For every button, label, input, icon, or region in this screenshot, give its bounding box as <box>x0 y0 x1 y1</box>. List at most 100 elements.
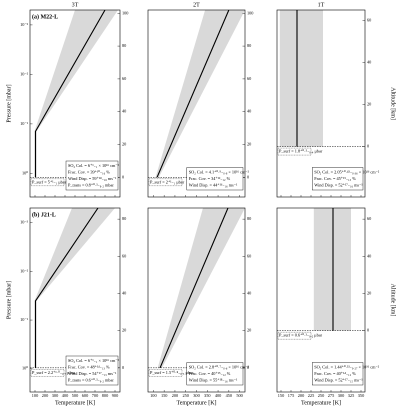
surface-label-box <box>30 178 65 186</box>
y-tick-label: 10⁻³ <box>20 220 29 225</box>
annotation: Wind Disp. = 54⁺¹⁷₋₁₅ ms⁻¹ <box>68 371 117 376</box>
y2-tick-label: 100 <box>122 10 128 15</box>
plot-area <box>30 10 120 178</box>
x-tick-label: 500 <box>72 393 78 398</box>
surface-label: P_surf = 1.5⁺⁰·⁸₋₀.₅ μbar <box>150 370 194 375</box>
x-tick-label: 300 <box>193 393 199 398</box>
annotation: SO₂ Col. = 4.1⁺⁰·⁹₋₀.₈ × 10¹⁶ cm⁻² <box>189 169 250 174</box>
y-tick-label: 10⁻¹ <box>20 317 29 322</box>
y2-axis-label: Altitude [km] <box>390 284 396 317</box>
y2-tick-label: 40 <box>367 253 371 258</box>
annotation: Wind Disp. = 52⁺¹⁷₋₁₆ ms⁻¹ <box>314 182 363 187</box>
annotation-box <box>186 167 244 191</box>
panel: 0 20 40 60 Altitude [km] 1T SO₂ Col. = 2.05⁺⁰·… <box>276 2 396 198</box>
x-tick-label: 500 <box>236 393 242 398</box>
panel: 0 20 40 60 80 100 2T SO₂ Col. = 4.1⁺⁰·⁹₋₀.₈ × 1… <box>147 2 253 198</box>
x-tick-label: 150 <box>161 393 167 398</box>
plot-area <box>148 10 245 178</box>
surface-label: P_surf = 2.2⁺¹·⁰₋₀.₇ μbar <box>32 370 76 375</box>
y2-tick-label: 20 <box>247 328 251 333</box>
y-axis-label: Pressure [mbar] <box>6 84 12 122</box>
y2-tick-label: 0 <box>122 365 124 370</box>
annotation: Wind Disp. = 52⁺¹⁷₋₁₅ ms⁻¹ <box>314 377 363 382</box>
y2-tick-label: 0 <box>367 144 369 149</box>
x-tick-label: 400 <box>215 393 221 398</box>
plot-area <box>277 10 365 147</box>
x-tick-label: 100 <box>32 393 38 398</box>
uncertainty-band <box>34 208 115 368</box>
y2-tick-label: 20 <box>367 290 371 295</box>
x-tick-label: 400 <box>62 393 68 398</box>
y2-tick-label: 20 <box>247 141 251 146</box>
surface-label: P_surf = 5⁺¹₋₁ μbar <box>32 179 67 184</box>
x-tick-label: 275 <box>328 393 334 398</box>
panel: 10⁻³ 10⁻² 10⁻¹ 10⁰ Pressure [mbar] 0 20 40 60 80 1… <box>6 2 128 198</box>
surface-label: P_surf = 1.8⁺⁰·⁵₋₀.₄ μbar <box>279 149 323 154</box>
x-tick-label: 200 <box>298 393 304 398</box>
x-axis-label: Temperature [K] <box>176 400 216 406</box>
x-tick-label: 300 <box>338 393 344 398</box>
annotation: SO₂ Col. = 1.44⁺⁰·³³₋₀.₂₇ × 10¹⁶ cm⁻² <box>314 364 380 369</box>
annotation: Wind Disp. = 55⁺¹⁸₋₁₆ ms⁻¹ <box>189 377 238 382</box>
column-title: 2T <box>193 2 200 8</box>
annotation: Frac. Cov. = 40⁺¹⁴₋₁₂ % <box>314 371 356 376</box>
x-tick-label: 350 <box>204 393 210 398</box>
uncertainty-band <box>34 10 118 178</box>
annotation: SO₂ Col. = 2.05⁺⁰·⁴³₋₀.₃₆ × 10¹⁶ cm⁻² <box>314 169 380 174</box>
x-tick-label: 225 <box>308 393 314 398</box>
annotation-box <box>65 355 119 386</box>
y2-tick-label: 20 <box>367 102 371 107</box>
y2-tick-label: 60 <box>247 253 251 258</box>
panel-label: (a) M22-L <box>32 13 58 20</box>
x-tick-label: 450 <box>226 393 232 398</box>
y2-tick-label: 0 <box>247 174 249 179</box>
x-tick-label: 325 <box>348 393 354 398</box>
annotation: Frac. Cov. = 34⁺¹³₋₁₂ % <box>189 176 231 181</box>
annotation: P_trans = 0.6⁺⁰·³₋₀.₂ mbar <box>68 377 114 382</box>
y2-tick-label: 60 <box>122 76 126 81</box>
y2-tick-label: 60 <box>247 76 251 81</box>
y-tick-label: 10⁻¹ <box>20 121 29 126</box>
annotation: Frac. Cov. = 45⁺¹⁵₋₁₃ % <box>314 176 356 181</box>
x-tick-label: 150 <box>278 393 284 398</box>
annotation: Frac. Cov. = 48⁺¹⁴₋₁₃ % <box>68 364 110 369</box>
y2-tick-label: 80 <box>247 216 251 221</box>
profile-line <box>159 208 229 369</box>
profile-line <box>156 10 230 178</box>
surface-label-box <box>148 369 183 377</box>
y2-tick-label: 0 <box>367 328 369 333</box>
column-title: 1T <box>318 2 325 8</box>
plot-area <box>277 208 365 331</box>
y-tick-label: 10⁰ <box>22 366 28 371</box>
annotation: P_trans = 0.8⁺⁰·³₋₀.₂ mbar <box>68 182 114 187</box>
x-tick-label: 700 <box>92 393 98 398</box>
surface-label-box <box>277 147 312 156</box>
x-tick-label: 200 <box>172 393 178 398</box>
surface-label-box <box>148 178 183 186</box>
y2-tick-label: 60 <box>367 17 371 22</box>
x-tick-label: 900 <box>112 393 118 398</box>
annotation-box <box>312 167 364 191</box>
y2-tick-label: 40 <box>122 109 126 114</box>
uncertainty-band <box>155 10 245 178</box>
surface-label: P_surf = 0.6⁺⁰·³₋₀.₂ μbar <box>279 333 323 338</box>
x-tick-label: 100 <box>150 393 156 398</box>
uncertainty-band <box>313 208 351 331</box>
y2-tick-label: 0 <box>247 365 249 370</box>
uncertainty-band <box>157 208 245 368</box>
y-axis-label: Pressure [mbar] <box>6 281 12 319</box>
plot-area <box>30 208 120 369</box>
x-tick-label: 800 <box>102 393 108 398</box>
surface-label: P_surf = 2⁺¹₋₁ μbar <box>150 179 185 184</box>
annotation: Wind Disp. = 44⁺¹⁶₋₁₆ ms⁻¹ <box>189 182 238 187</box>
x-tick-label: 200 <box>42 393 48 398</box>
x-axis-label: Temperature [K] <box>55 400 95 406</box>
uncertainty-band <box>279 10 323 147</box>
y2-tick-label: 0 <box>122 174 124 179</box>
annotation-box <box>65 160 119 191</box>
y2-tick-label: 80 <box>122 43 126 48</box>
